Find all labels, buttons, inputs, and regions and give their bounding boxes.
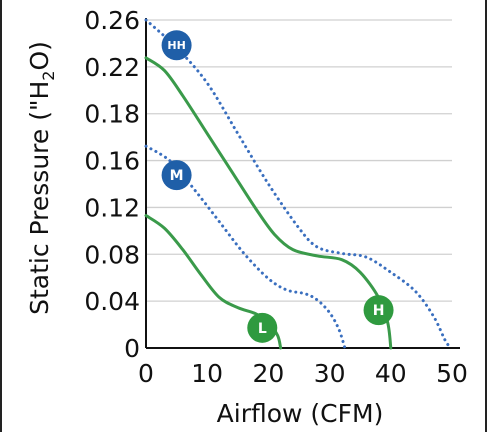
marker-circle xyxy=(161,30,192,61)
y-tick-label: 0.08 xyxy=(84,240,140,269)
series-group xyxy=(144,18,454,350)
x-tick-label: 50 xyxy=(436,359,468,388)
y-tick-label: 0.26 xyxy=(84,6,140,35)
y-tick-label: 0.16 xyxy=(84,147,140,176)
y-tick-label: 0.22 xyxy=(84,53,140,82)
y-tick-label: 0.04 xyxy=(84,287,140,316)
marker-circle xyxy=(363,295,394,326)
marker-label: HH xyxy=(167,39,185,52)
x-tick-label: 20 xyxy=(252,359,284,388)
y-tick-label: 0.18 xyxy=(84,100,140,129)
y-axis-title-part2: O) xyxy=(25,41,54,70)
marker-l: L xyxy=(247,312,278,343)
x-tick-label: 10 xyxy=(191,359,223,388)
series-line-h xyxy=(144,56,393,350)
x-tick-label: 30 xyxy=(314,359,346,388)
y-axis-title-part1: Static Pressure ("H xyxy=(25,81,54,315)
marker-hh: HH xyxy=(161,30,192,61)
y-tick-labels: 0 0.04 0.08 0.12 0.16 0.18 0.22 0.26 xyxy=(84,6,140,363)
marker-circle xyxy=(161,160,192,191)
y-axis-title-subscript: 2 xyxy=(39,71,58,81)
axes xyxy=(145,18,460,349)
marker-label: H xyxy=(373,303,385,319)
series-markers: HH M L H xyxy=(161,30,394,343)
series-line-hh xyxy=(144,18,454,350)
y-axis-title: Static Pressure ("H2O) xyxy=(25,41,58,315)
marker-m: M xyxy=(161,160,192,191)
marker-label: M xyxy=(170,168,184,184)
y-tick-label: 0.12 xyxy=(84,193,140,222)
marker-circle xyxy=(247,312,278,343)
x-tick-labels: 0 10 20 30 40 50 xyxy=(138,359,468,388)
grid-lines xyxy=(146,19,452,302)
x-tick-label: 40 xyxy=(375,359,407,388)
y-tick-label: 0 xyxy=(124,334,140,363)
x-axis-title: Airflow (CFM) xyxy=(217,399,384,428)
marker-h: H xyxy=(363,295,394,326)
marker-label: L xyxy=(258,321,267,337)
x-tick-label: 0 xyxy=(138,359,154,388)
